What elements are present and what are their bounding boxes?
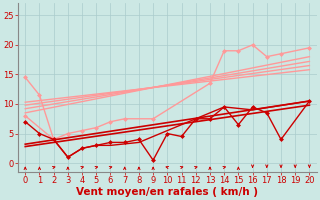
X-axis label: Vent moyen/en rafales ( km/h ): Vent moyen/en rafales ( km/h ) — [76, 187, 258, 197]
